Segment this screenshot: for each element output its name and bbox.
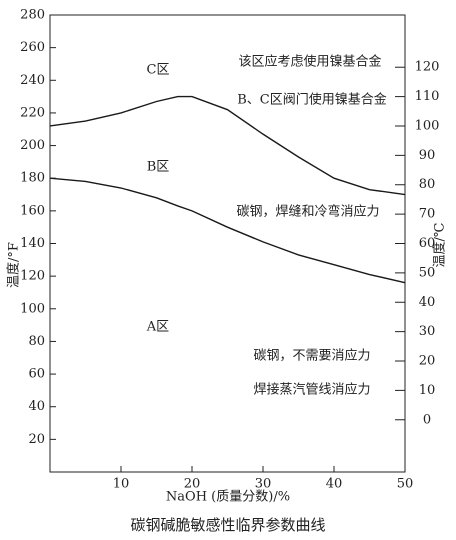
y2-tick-label: 120 bbox=[415, 60, 440, 75]
annotation: 碳钢，焊缝和冷弯消应力 bbox=[236, 204, 379, 220]
annotation: 焊接蒸汽管线消应力 bbox=[253, 382, 370, 398]
y-tick-label: 40 bbox=[28, 399, 45, 414]
y-tick-label: 240 bbox=[20, 73, 45, 88]
y-tick-label: 100 bbox=[20, 301, 45, 316]
curve bbox=[49, 177, 406, 284]
y2-tick-label: 100 bbox=[415, 118, 440, 133]
x-tick-label: 20 bbox=[184, 477, 201, 492]
x-tick-label: 30 bbox=[255, 477, 272, 492]
y-tick-label: 260 bbox=[20, 40, 45, 55]
y2-tick-label: 10 bbox=[419, 383, 436, 398]
y-tick-label: 280 bbox=[20, 8, 45, 23]
y2-tick-label: 90 bbox=[419, 148, 436, 163]
annotation: C区 bbox=[147, 63, 170, 78]
annotation: A区 bbox=[146, 320, 169, 335]
annotation: B区 bbox=[147, 160, 170, 175]
annotation: 该区应考虑使用镍基合金 bbox=[238, 54, 381, 70]
y2-tick-label: 110 bbox=[415, 89, 440, 104]
x-tick-label: 40 bbox=[326, 477, 343, 492]
y2-tick-label: 80 bbox=[419, 177, 436, 192]
y2-axis-label: 温度/℃ bbox=[432, 223, 448, 268]
y2-tick-label: 20 bbox=[419, 354, 436, 369]
x-axis-label: NaOH (质量分数)/% bbox=[166, 490, 290, 505]
y2-tick-label: 0 bbox=[423, 412, 431, 427]
y-tick-label: 180 bbox=[20, 171, 45, 186]
y-tick-label: 80 bbox=[28, 334, 45, 349]
y2-tick-label: 70 bbox=[419, 207, 436, 222]
x-tick-label: 50 bbox=[397, 477, 414, 492]
y-tick-label: 160 bbox=[20, 203, 45, 218]
annotation: 碳钢，不需要消应力 bbox=[253, 348, 370, 364]
y-tick-label: 140 bbox=[20, 236, 45, 251]
y2-tick-label: 40 bbox=[419, 295, 436, 310]
chart-caption: 碳钢碱脆敏感性临界参数曲线 bbox=[130, 516, 325, 534]
x-tick-label: 10 bbox=[113, 477, 130, 492]
y2-tick-label: 30 bbox=[419, 324, 436, 339]
y-axis-label: 温度/°F bbox=[6, 242, 22, 288]
plot-frame bbox=[49, 14, 406, 473]
y2-tick-label: 60 bbox=[419, 236, 436, 251]
y-tick-label: 200 bbox=[20, 138, 45, 153]
y2-tick-label: 50 bbox=[419, 265, 436, 280]
annotation: B、C区阀门使用镍基合金 bbox=[237, 92, 387, 108]
y-tick-label: 120 bbox=[20, 269, 45, 284]
curve bbox=[49, 95, 406, 196]
y-tick-label: 20 bbox=[28, 432, 45, 447]
y-tick-label: 60 bbox=[28, 367, 45, 382]
y-tick-label: 220 bbox=[20, 105, 45, 120]
